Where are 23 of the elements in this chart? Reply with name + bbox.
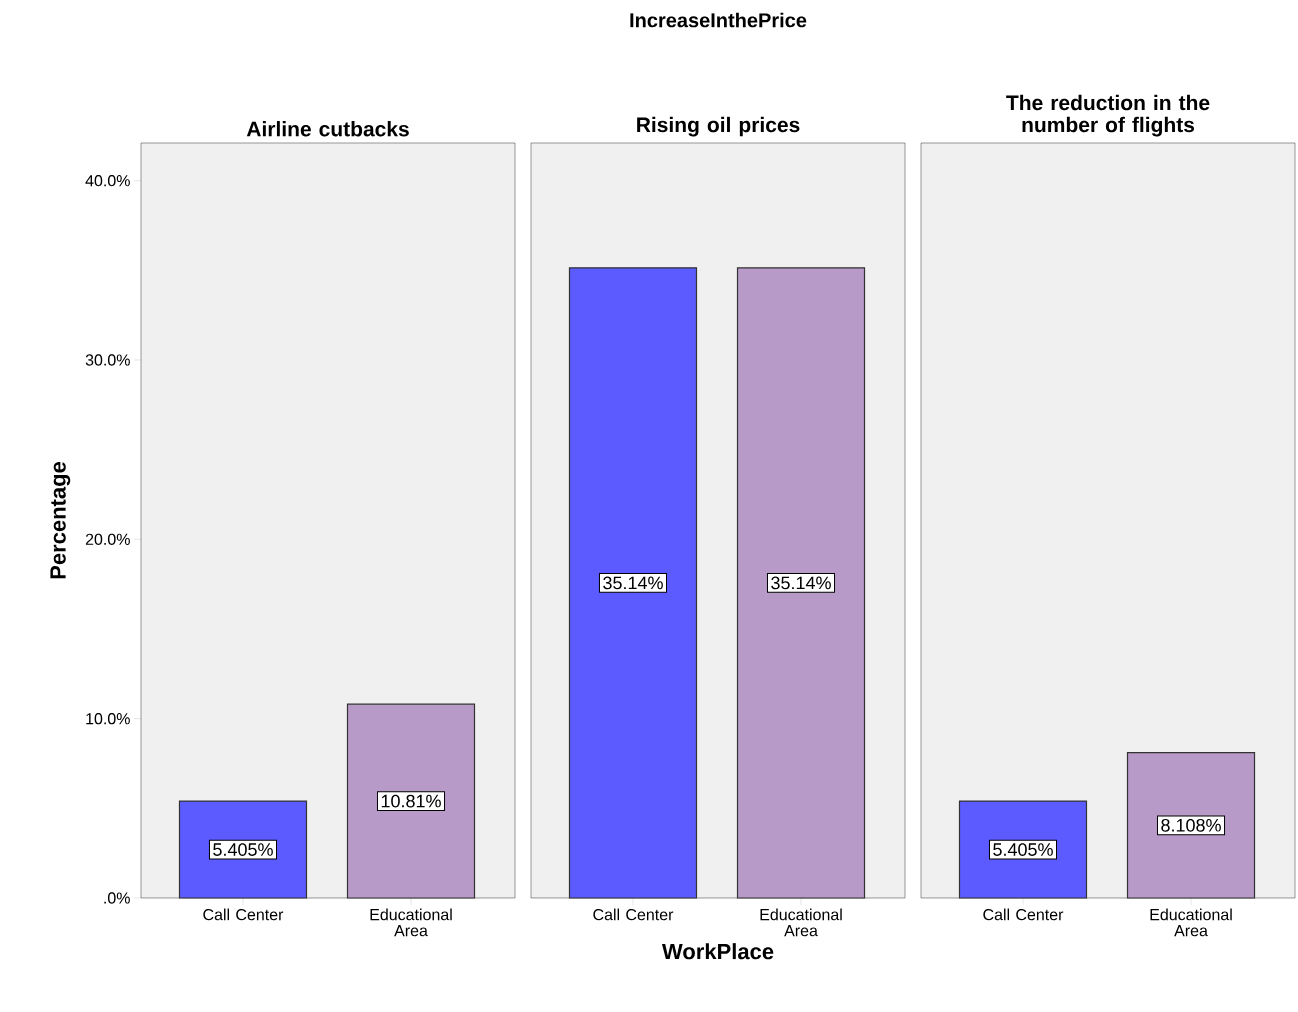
y-axis-title: Percentage xyxy=(50,461,71,579)
x-tick-label: Educational Area xyxy=(370,908,452,937)
y-tick-label: 40.0% xyxy=(85,174,130,187)
x-axis-title: WorkPlace xyxy=(661,943,774,960)
y-tick-label: .0% xyxy=(104,892,130,904)
y-tick-label: 30.0% xyxy=(85,354,130,366)
x-tick-label: Call Center xyxy=(983,908,1064,921)
chart-title: Rising oil prices xyxy=(637,116,800,137)
data-label: 10.81% xyxy=(381,794,441,808)
x-tick-label: Educational Area xyxy=(1150,908,1232,937)
y-tick-label: 10.0% xyxy=(86,713,130,725)
x-tick-label: Educational Area xyxy=(760,908,842,937)
y-tick-label: 20.0% xyxy=(85,533,130,545)
data-label: 35.14% xyxy=(771,576,831,590)
text: IncreaseInthePrice xyxy=(630,12,807,28)
x-tick-label: Call Center xyxy=(203,908,284,921)
chart-title: Airline cutbacks xyxy=(246,121,409,137)
chart-title: The reduction in the number of flights xyxy=(1006,94,1210,137)
data-label: 5.405% xyxy=(213,843,273,856)
data-label: 8.108% xyxy=(1161,818,1221,832)
x-tick-label: Call Center xyxy=(593,908,674,921)
data-label: 5.405% xyxy=(993,843,1053,856)
data-label: 35.14% xyxy=(603,576,663,590)
